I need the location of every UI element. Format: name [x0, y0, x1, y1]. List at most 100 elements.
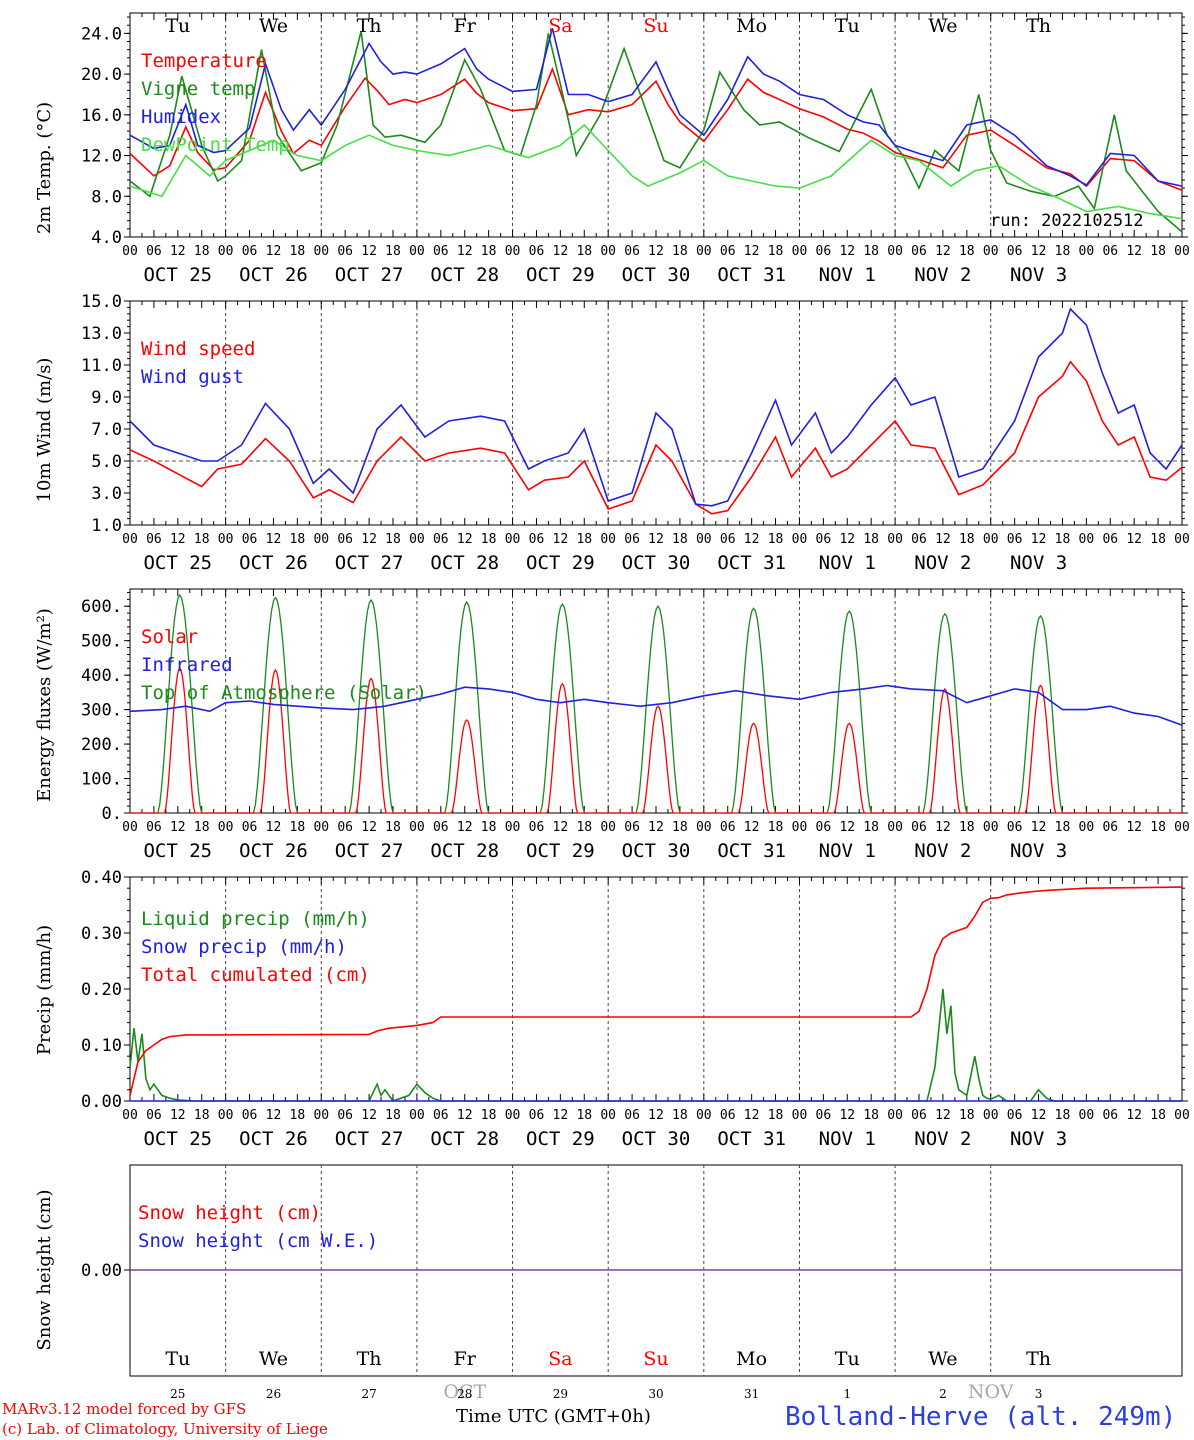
date-label: OCT 30	[622, 552, 691, 574]
panel-3: 00 06 12 18 00 06 12 18 00 06 12 18 00 06 12 18 00 06 12 18…	[34, 588, 1190, 862]
date-label: OCT 26	[239, 1128, 308, 1150]
lab-credit: (c) Lab. of Climatology, University of L…	[2, 1420, 328, 1438]
weekday-label: Th	[357, 1348, 382, 1370]
legend-item: Solar	[141, 626, 198, 648]
hour-tick-label: 00	[218, 244, 234, 259]
hour-tick-label: 00	[409, 244, 425, 259]
weekday-label: We	[928, 15, 957, 37]
hour-tick-label: 00	[505, 820, 521, 835]
weekday-label: Th	[1026, 1348, 1051, 1370]
hour-tick-label: 06	[1007, 532, 1023, 547]
weekday-label: Th	[1026, 15, 1051, 37]
date-label: OCT 27	[335, 552, 404, 574]
y-tick-label: 24.0	[81, 24, 122, 44]
hour-tick-label: 00	[1174, 532, 1190, 547]
hour-tick-label: 06	[337, 820, 353, 835]
hour-tick-label: 00	[313, 532, 329, 547]
hour-tick-label: 06	[433, 820, 449, 835]
hour-tick-label: 12	[648, 532, 664, 547]
hour-tick-label: 06	[624, 1108, 640, 1123]
hour-tick-label: 06	[720, 1108, 736, 1123]
y-tick-label: 200.	[81, 735, 122, 755]
day-number-label: 1	[843, 1387, 851, 1400]
hour-tick-label: 12	[266, 1108, 282, 1123]
weekday-label: Tu	[835, 1348, 860, 1370]
hour-tick-label: 12	[648, 244, 664, 259]
date-label: OCT 25	[143, 840, 212, 862]
hour-tick-label: 06	[529, 820, 545, 835]
series-line-dewpoint-temp	[129, 123, 1183, 220]
y-tick-label: 0.20	[81, 980, 122, 1000]
hour-tick-label: 18	[1150, 820, 1166, 835]
hour-tick-label: 12	[361, 1108, 377, 1123]
y-tick-label: 0.00	[81, 1092, 122, 1112]
weekday-label: Su	[643, 1348, 668, 1370]
hour-tick-label: 00	[409, 1108, 425, 1123]
hour-tick-label: 00	[313, 820, 329, 835]
hour-tick-label: 12	[648, 820, 664, 835]
day-number-label: 27	[361, 1387, 376, 1400]
hour-tick-label: 12	[839, 1108, 855, 1123]
hour-tick-label: 00	[409, 532, 425, 547]
hour-tick-label: 00	[792, 820, 808, 835]
hour-tick-label: 00	[409, 820, 425, 835]
hour-tick-label: 12	[457, 532, 473, 547]
hour-tick-label: 00	[696, 532, 712, 547]
hour-tick-label: 06	[242, 1108, 258, 1123]
hour-tick-label: 12	[266, 820, 282, 835]
panel-frame	[129, 12, 1183, 238]
day-number-label: 26	[266, 1387, 281, 1400]
hour-tick-label: 12	[361, 820, 377, 835]
hour-tick-label: 00	[983, 244, 999, 259]
hour-tick-label: 12	[744, 820, 760, 835]
legend: Solar Infrared Top of Atmosphere (Solar)	[141, 626, 427, 704]
hour-tick-label: 18	[959, 532, 975, 547]
hour-tick-label: 12	[170, 820, 186, 835]
date-label: OCT 28	[430, 552, 499, 574]
hour-tick-label: 18	[194, 244, 210, 259]
hour-tick-label: 06	[242, 244, 258, 259]
date-label: NOV 2	[914, 840, 971, 862]
series-line-wind-speed	[129, 360, 1183, 515]
legend-item: Temperature	[141, 50, 267, 72]
hour-tick-label: 12	[1126, 532, 1142, 547]
weekday-label: Fr	[454, 1348, 477, 1370]
hour-tick-label: 18	[481, 532, 497, 547]
date-label: OCT 30	[622, 1128, 691, 1150]
hour-tick-label: 00	[1174, 1108, 1190, 1123]
day-number-label: 2	[939, 1387, 947, 1400]
hour-tick-label: 18	[481, 1108, 497, 1123]
y-tick-label: 300.	[81, 701, 122, 721]
hour-tick-label: 18	[194, 1108, 210, 1123]
hour-tick-label: 12	[935, 1108, 951, 1123]
hour-tick-label: 00	[600, 532, 616, 547]
hour-tick-label: 06	[911, 532, 927, 547]
panel-1: 00 06 12 18 00 06 12 18 00 06 12 18 00 06 12 18 00 06 12 18…	[34, 12, 1190, 286]
date-label: OCT 25	[143, 1128, 212, 1150]
hour-tick-label: 06	[337, 1108, 353, 1123]
hour-tick-label: 18	[863, 244, 879, 259]
hour-tick-label: 00	[887, 820, 903, 835]
date-label: OCT 26	[239, 264, 308, 286]
hour-tick-label: 18	[481, 820, 497, 835]
legend-item: Infrared	[141, 654, 233, 676]
hour-tick-label: 18	[672, 532, 688, 547]
hour-tick-label: 12	[744, 1108, 760, 1123]
hour-tick-label: 18	[959, 244, 975, 259]
hour-tick-label: 06	[1102, 820, 1118, 835]
hour-tick-label: 00	[1174, 244, 1190, 259]
y-tick-label: 4.0	[91, 228, 122, 248]
hour-tick-label: 18	[385, 244, 401, 259]
hour-tick-label: 06	[1102, 1108, 1118, 1123]
y-tick-label: 3.0	[91, 484, 122, 504]
hour-tick-label: 06	[624, 532, 640, 547]
hour-tick-label: 06	[720, 532, 736, 547]
day-number-label: 28	[457, 1387, 472, 1400]
weekday-label: Sa	[548, 1348, 572, 1370]
hour-tick-label: 06	[911, 820, 927, 835]
hour-tick-label: 00	[122, 244, 138, 259]
y-tick-label: 9.0	[91, 388, 122, 408]
hour-tick-label: 12	[744, 532, 760, 547]
weekday-label: Sa	[548, 15, 572, 37]
